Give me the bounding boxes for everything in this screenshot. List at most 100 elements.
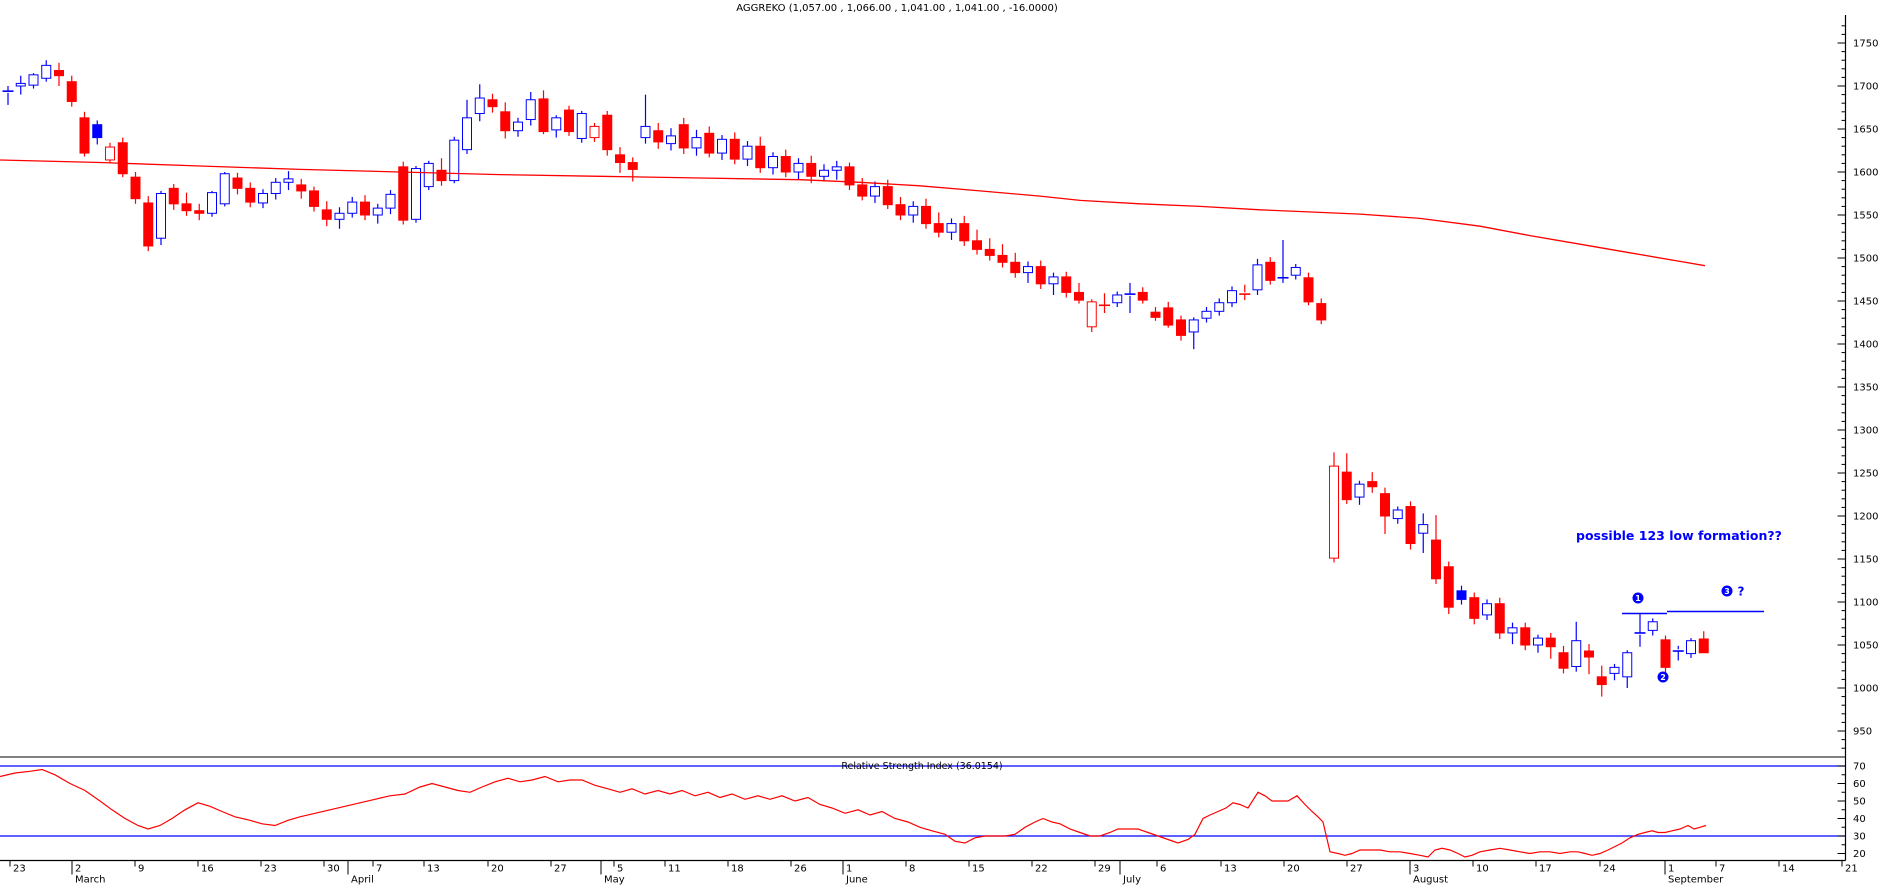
candle-body <box>1074 291 1084 301</box>
candle-body <box>717 138 727 154</box>
candle-body <box>462 117 472 151</box>
candle-body <box>79 117 90 154</box>
month-label: March <box>75 875 105 886</box>
candle-body <box>1418 524 1429 534</box>
candle-body <box>194 210 205 214</box>
rsi-tick-label: 60 <box>1853 779 1866 790</box>
candle-body <box>1456 590 1467 600</box>
candle-body <box>245 187 256 203</box>
candle-body <box>92 124 103 139</box>
candle-body <box>219 173 230 205</box>
candle-body <box>168 187 179 205</box>
candle-body <box>615 154 625 164</box>
candle-body <box>360 201 370 216</box>
candle-body <box>921 205 931 225</box>
moving-average-line <box>0 159 1706 267</box>
candle-body <box>1163 307 1174 326</box>
x-tick-label: 15 <box>972 864 985 875</box>
candle-body <box>1290 266 1301 276</box>
candle-body <box>780 156 791 173</box>
candle-body <box>1596 676 1607 686</box>
candle-body <box>398 166 409 221</box>
candle-body <box>1214 302 1225 312</box>
candle-body <box>436 169 447 182</box>
candle-body <box>1571 640 1582 668</box>
candle-body <box>1520 627 1531 646</box>
candle-body <box>1023 266 1033 274</box>
candle-body <box>1227 290 1237 304</box>
candle-body <box>1188 319 1199 333</box>
x-tick-label: 23 <box>13 864 26 875</box>
candle-body <box>449 139 460 182</box>
price-tick-label: 1250 <box>1853 469 1878 480</box>
candle-body <box>1316 303 1327 321</box>
candle-body <box>1341 471 1352 501</box>
candle-body <box>296 184 307 192</box>
x-tick-label: 17 <box>1539 864 1552 875</box>
candle-body <box>933 223 944 233</box>
candle-body <box>117 142 128 175</box>
rsi-tick-label: 30 <box>1853 832 1866 843</box>
candle-body <box>806 162 817 177</box>
candle-body <box>1558 652 1569 669</box>
candle-body <box>576 113 587 139</box>
month-label: June <box>845 875 868 886</box>
x-tick-label: 9 <box>138 864 144 875</box>
annotation-question-mark: ? <box>1738 585 1745 599</box>
candle-body <box>423 162 434 188</box>
candle-body <box>1686 640 1696 655</box>
x-tick-label: 13 <box>1224 864 1237 875</box>
candle-body <box>831 166 842 171</box>
price-tick-label: 1600 <box>1853 168 1878 179</box>
candle-body <box>819 169 829 177</box>
candle-body <box>551 117 562 131</box>
candle-body <box>28 74 39 86</box>
price-tick-label: 1050 <box>1853 641 1878 652</box>
candle-body <box>1545 637 1556 648</box>
candle-body <box>1035 266 1046 285</box>
candle-body <box>1137 291 1148 301</box>
candle-body <box>1201 310 1212 319</box>
candle-body <box>181 203 192 212</box>
candle-body <box>1622 652 1633 678</box>
candle-body <box>895 204 906 216</box>
candle-body <box>1265 261 1276 281</box>
x-tick-label: 6 <box>1160 864 1166 875</box>
price-tick-label: 1500 <box>1853 254 1878 265</box>
candle-body <box>1367 481 1378 488</box>
candle-body <box>500 111 511 132</box>
candle-body <box>564 109 574 133</box>
x-tick-label: 20 <box>491 864 504 875</box>
annotation-point-marker <box>1657 671 1669 683</box>
x-tick-label: 27 <box>554 864 567 875</box>
annotation-point-number: 2 <box>1660 673 1666 682</box>
candle-body <box>666 135 676 145</box>
candle-body <box>946 223 957 233</box>
candle-body <box>156 193 166 239</box>
candle-body <box>1252 264 1263 291</box>
candle-body <box>105 146 115 161</box>
candle-body <box>66 81 77 102</box>
x-tick-label: 7 <box>376 864 382 875</box>
candle-body <box>258 193 268 204</box>
month-label: July <box>1122 875 1141 886</box>
candle-body <box>1609 666 1620 674</box>
x-tick-label: 23 <box>264 864 277 875</box>
x-tick-label: 30 <box>327 864 340 875</box>
x-tick-label: 5 <box>617 864 623 875</box>
x-tick-label: 10 <box>1476 864 1489 875</box>
price-tick-label: 950 <box>1853 727 1872 738</box>
candle-body <box>54 70 64 77</box>
candle-body <box>347 201 358 214</box>
x-tick-label: 1 <box>846 864 852 875</box>
candle-body <box>1533 637 1543 646</box>
x-tick-label: 24 <box>1603 864 1616 875</box>
month-label: September <box>1668 875 1724 886</box>
rsi-line <box>0 768 1707 858</box>
candle-body <box>768 156 778 169</box>
price-tick-label: 1200 <box>1853 512 1878 523</box>
candle-body <box>538 98 549 133</box>
candle-body <box>1010 261 1021 274</box>
candle-body <box>1392 509 1403 520</box>
